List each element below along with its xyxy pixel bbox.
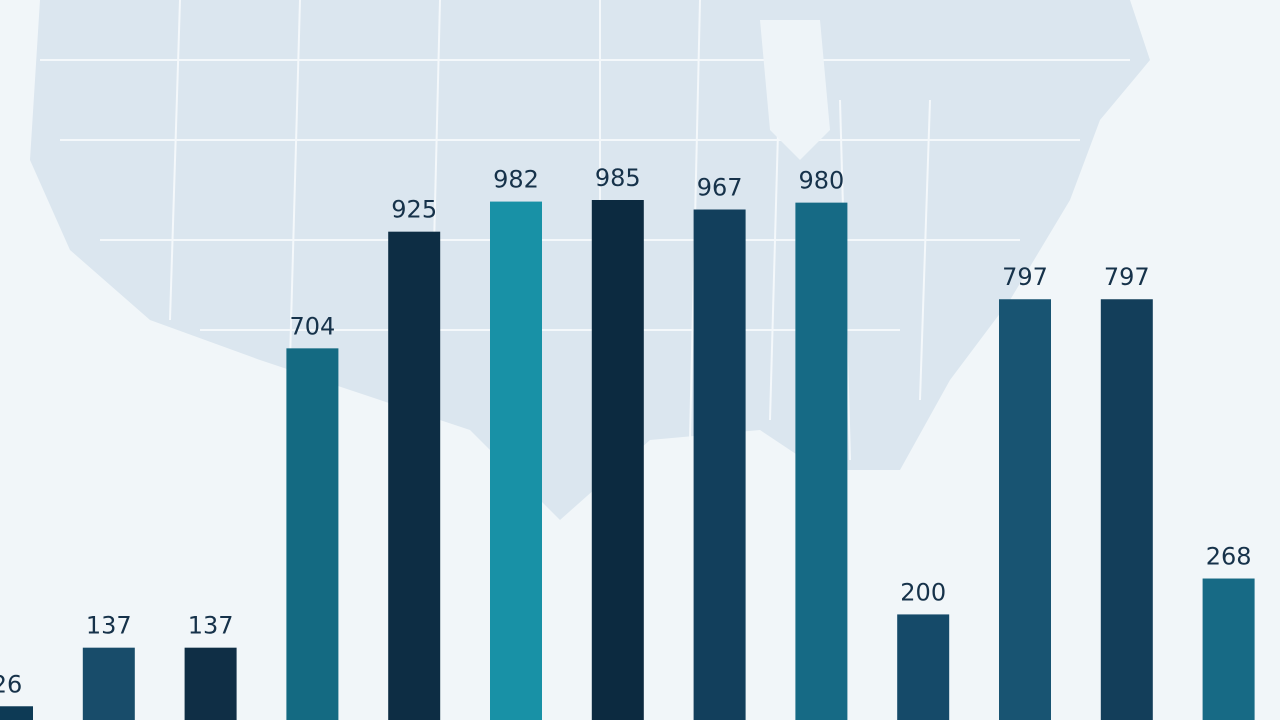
value-label: 704 [289, 312, 335, 340]
value-label: 985 [595, 164, 641, 192]
bar [184, 647, 237, 720]
value-label: 137 [188, 612, 234, 640]
value-label: 925 [391, 196, 437, 224]
value-label: 137 [86, 612, 132, 640]
value-label: 967 [697, 174, 743, 202]
bar [490, 201, 542, 720]
bar [0, 706, 33, 720]
bar [795, 202, 848, 720]
bars: 26 137 137 704 925 982 985 967 980 200 797 797 268 [0, 164, 1255, 720]
bar [388, 231, 441, 720]
value-label: 797 [1002, 263, 1048, 291]
bar [1100, 299, 1153, 720]
bar [591, 200, 644, 720]
bar [1202, 578, 1255, 720]
value-label: 797 [1104, 263, 1150, 291]
bar [999, 299, 1051, 720]
value-label: 980 [798, 167, 844, 195]
bar [286, 348, 339, 720]
bar [897, 614, 950, 720]
bar [693, 209, 746, 720]
bar [82, 647, 135, 720]
value-label: 200 [900, 578, 946, 606]
value-label: 982 [493, 166, 539, 194]
background-map [30, 0, 1150, 520]
value-label: 268 [1206, 543, 1252, 571]
value-label: 26 [0, 670, 22, 698]
